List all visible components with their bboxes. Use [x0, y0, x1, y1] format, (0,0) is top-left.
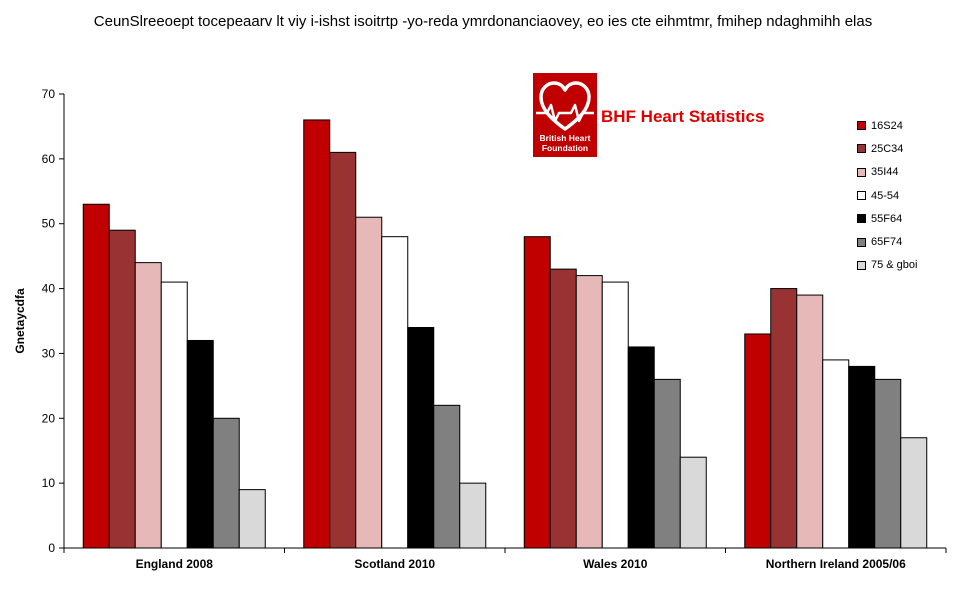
- bar: [355, 216, 383, 549]
- bar: [523, 236, 551, 549]
- legend-swatch: [857, 167, 866, 177]
- legend-swatch: [857, 260, 866, 270]
- bar: [407, 326, 435, 549]
- bar-series: [82, 119, 928, 549]
- bar: [82, 203, 110, 549]
- x-tick-label: Scotland 2010: [354, 557, 435, 571]
- bar: [303, 119, 331, 549]
- heartbeat-line-icon: [536, 103, 594, 123]
- bar: [238, 489, 266, 549]
- legend-item: 55F64: [857, 207, 961, 230]
- logo-text-line-2: Foundation: [542, 143, 588, 153]
- bar: [601, 281, 629, 549]
- legend-item: 65F74: [857, 230, 961, 253]
- bar: [459, 482, 487, 549]
- legend-item: 16S24: [857, 114, 961, 137]
- bar: [900, 437, 928, 549]
- legend-label: 16S24: [871, 119, 903, 132]
- bar: [186, 339, 214, 549]
- bar: [653, 378, 681, 549]
- y-tick-label: 20: [42, 411, 56, 425]
- y-tick-label: 10: [42, 476, 56, 490]
- bar: [433, 404, 461, 549]
- x-tick-label: Wales 2010: [583, 557, 648, 571]
- bar: [770, 288, 798, 549]
- x-tick-label: Northern Ireland 2005/06: [766, 557, 906, 571]
- bar: [329, 151, 357, 549]
- bhf-heart-logo: British Heart Foundation: [533, 73, 597, 157]
- legend-label: 35I44: [871, 166, 899, 179]
- legend-label: 45-54: [871, 189, 900, 202]
- legend-item: 45-54: [857, 184, 961, 207]
- chart-title: CeunSlreeoept tocepeaarv lt viy i-ishst …: [93, 13, 873, 30]
- legend-swatch: [857, 191, 866, 201]
- y-tick-label: 40: [42, 282, 56, 296]
- bar: [679, 456, 707, 549]
- y-tick-label: 30: [42, 346, 56, 360]
- bar: [796, 294, 824, 549]
- bar: [848, 365, 876, 549]
- legend-swatch: [857, 144, 866, 154]
- legend-swatch: [857, 237, 866, 247]
- bar: [874, 378, 902, 549]
- bar: [744, 333, 772, 549]
- bar: [160, 281, 188, 549]
- heart-icon: [539, 81, 591, 131]
- bar: [549, 268, 577, 549]
- y-tick-label: 0: [48, 541, 55, 555]
- bar: [822, 359, 850, 549]
- bar: [108, 229, 136, 549]
- chart-legend: 16S24 25C34 35I44 45-54 55F64 65F74 75 & gboi: [857, 114, 961, 277]
- y-tick-label: 70: [42, 87, 56, 101]
- bar: [381, 236, 409, 549]
- legend-label: 75 & gboi: [871, 259, 918, 272]
- y-axis-label: Gnetaycdfa: [13, 288, 27, 354]
- legend-swatch: [857, 214, 866, 224]
- legend-item: 25C34: [857, 137, 961, 160]
- x-tick-label: England 2008: [136, 557, 214, 571]
- legend-label: 65F74: [871, 236, 903, 249]
- axis-labels: 0 10 20 30 40 50 60 70 Gnetaycdfa England 2008 Sco…: [13, 87, 906, 571]
- y-tick-label: 50: [42, 217, 56, 231]
- legend-label: 55F64: [871, 212, 903, 225]
- bar: [627, 346, 655, 549]
- y-tick-label: 60: [42, 152, 56, 166]
- legend-item: 35I44: [857, 161, 961, 184]
- logo-text-line-1: British Heart: [539, 133, 590, 143]
- legend-swatch: [857, 121, 866, 131]
- bar: [212, 417, 240, 549]
- legend-label: 25C34: [871, 142, 904, 155]
- bar: [134, 262, 162, 549]
- legend-item: 75 & gboi: [857, 254, 961, 277]
- bhf-statistics-label: BHF Heart Statistics: [601, 107, 765, 126]
- bar: [575, 275, 603, 549]
